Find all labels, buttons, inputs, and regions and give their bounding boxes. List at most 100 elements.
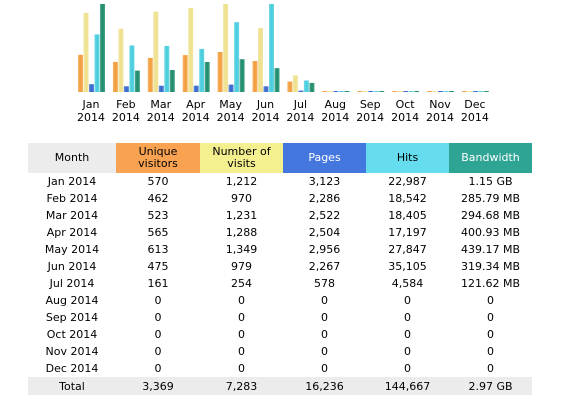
bar-number-of-visits-jan-2014: [83, 12, 89, 92]
table-row: Dec 2014 0 0 0 0 0: [28, 360, 532, 377]
bar-hits-jan-2014: [94, 34, 100, 92]
x-tick-label: May: [219, 98, 242, 111]
header-hits: Hits: [366, 143, 449, 173]
bar-bandwidth-mb-jan-2014: [100, 4, 105, 92]
bar-pages-oct-2014: [403, 91, 409, 92]
cell-pages: 2,504: [308, 226, 341, 239]
cell-unique: 0: [154, 294, 162, 307]
x-tick-label: 2014: [182, 111, 210, 124]
x-tick-label: Jun: [256, 98, 274, 111]
cell-unique: 0: [154, 345, 162, 358]
header-visits-line-1: Number of: [212, 145, 271, 158]
x-tick-label: Feb: [116, 98, 135, 111]
bar-bandwidth-mb-jul-2014: [309, 82, 315, 92]
cell-visits: 254: [231, 277, 252, 290]
table-row: Jul 2014 161 254 578 4,584 121.62 MB: [28, 275, 532, 292]
bar-number-of-visits-oct-2014: [397, 91, 403, 92]
cell-pages: 0: [321, 311, 328, 324]
bar-hits-may-2014: [234, 22, 240, 93]
cell-unique: 462: [147, 192, 169, 205]
cell-month: Dec 2014: [45, 362, 99, 375]
x-tick-label: 2014: [391, 111, 419, 124]
bar-number-of-visits-aug-2014: [327, 91, 333, 92]
x-tick-label: Jan: [82, 98, 100, 111]
cell-bandwidth: 0: [487, 328, 494, 341]
bar-bandwidth-mb-oct-2014: [414, 91, 420, 92]
cell-visits: 1,288: [225, 226, 258, 239]
bar-number-of-visits-dec-2014: [467, 91, 473, 92]
bar-number-of-visits-jun-2014: [258, 28, 263, 93]
cell-hits: 22,987: [388, 175, 427, 188]
bar-hits-aug-2014: [338, 91, 344, 92]
bar-number-of-visits-sep-2014: [362, 91, 368, 92]
cell-month: Nov 2014: [45, 345, 99, 358]
cell-hits: 0: [404, 345, 411, 358]
cell-unique: 523: [147, 209, 169, 222]
cell-month: Oct 2014: [46, 328, 98, 341]
cell-month: Mar 2014: [45, 209, 99, 222]
cell-visits: 0: [238, 328, 245, 341]
table-row: Jun 2014 475 979 2,267 35,105 319.34 MB: [28, 258, 532, 275]
cell-unique: 565: [147, 226, 169, 239]
total-bandwidth: 2.97 GB: [449, 377, 532, 395]
bar-hits-dec-2014: [478, 91, 484, 92]
bar-hits-nov-2014: [443, 91, 449, 92]
x-tick-label: Aug: [325, 98, 346, 111]
monthly-stats-table: Month Unique visitors Number of visits Pag…: [28, 143, 532, 395]
cell-visits: 1,231: [225, 209, 258, 222]
cell-month: Aug 2014: [45, 294, 99, 307]
x-tick-label: Sep: [360, 98, 381, 111]
cell-unique: 0: [154, 328, 162, 341]
table-row: Nov 2014 0 0 0 0 0: [28, 343, 532, 360]
cell-bandwidth: 121.62 MB: [460, 277, 521, 290]
header-bandwidth: Bandwidth: [449, 143, 532, 173]
bar-unique-visitors-feb-2014: [112, 61, 118, 92]
total-pages: 16,236: [283, 377, 366, 395]
cell-bandwidth: 439.17 MB: [460, 243, 521, 256]
cell-hits: 4,584: [391, 277, 424, 290]
bar-pages-apr-2014: [193, 85, 199, 92]
cell-month: Sep 2014: [45, 311, 99, 324]
cell-unique: 161: [147, 277, 169, 290]
x-tick-label: 2014: [286, 111, 314, 124]
table-row: Mar 2014 523 1,231 2,522 18,405 294.68 MB: [28, 207, 532, 224]
bar-pages-aug-2014: [333, 91, 339, 92]
cell-hits: 0: [404, 294, 411, 307]
bar-number-of-visits-jul-2014: [292, 75, 298, 92]
bar-hits-oct-2014: [408, 91, 414, 92]
bar-hits-mar-2014: [164, 45, 170, 92]
x-tick-label: 2014: [461, 111, 489, 124]
bar-unique-visitors-apr-2014: [182, 55, 188, 92]
total-unique: 3,369: [116, 377, 200, 395]
header-unique-line-1: Unique: [138, 145, 178, 158]
bar-number-of-visits-nov-2014: [432, 91, 438, 92]
cell-pages: 0: [321, 328, 328, 341]
bar-bandwidth-mb-sep-2014: [379, 91, 385, 92]
cell-visits: 0: [238, 362, 245, 375]
bar-unique-visitors-nov-2014: [427, 91, 432, 92]
table-row: Oct 2014 0 0 0 0 0: [28, 326, 532, 343]
cell-hits: 0: [404, 311, 411, 324]
x-tick-label: 2014: [426, 111, 454, 124]
cell-bandwidth: 0: [487, 345, 494, 358]
cell-bandwidth: 0: [487, 362, 494, 375]
cell-pages: 2,267: [308, 260, 341, 273]
header-pages: Pages: [283, 143, 366, 173]
cell-pages: 0: [321, 294, 328, 307]
x-tick-label: Apr: [186, 98, 206, 111]
cell-pages: 0: [321, 345, 328, 358]
x-tick-label: 2014: [252, 111, 280, 124]
x-tick-label: 2014: [356, 111, 384, 124]
header-month: Month: [28, 143, 116, 173]
cell-bandwidth: 294.68 MB: [460, 209, 521, 222]
cell-month: Jun 2014: [47, 260, 97, 273]
cell-unique: 475: [147, 260, 169, 273]
cell-unique: 0: [154, 362, 162, 375]
cell-hits: 18,542: [388, 192, 427, 205]
bar-number-of-visits-apr-2014: [188, 8, 194, 92]
x-tick-label: Oct: [396, 98, 416, 111]
cell-bandwidth: 319.34 MB: [460, 260, 521, 273]
bar-pages-mar-2014: [158, 85, 164, 92]
total-hits: 144,667: [366, 377, 449, 395]
cell-unique: 570: [147, 175, 169, 188]
